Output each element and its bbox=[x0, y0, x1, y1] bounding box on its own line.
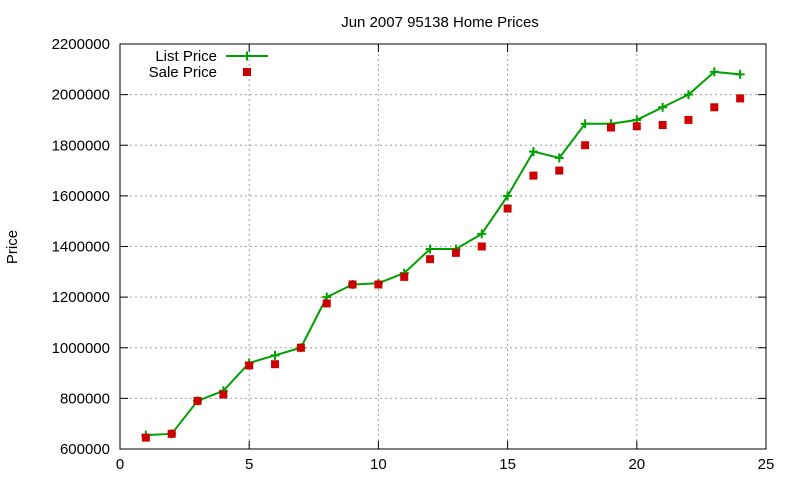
y-axis-label: Price bbox=[4, 230, 21, 264]
data-point bbox=[606, 123, 615, 132]
y-tick-label: 600000 bbox=[60, 441, 110, 458]
x-tick-label: 10 bbox=[370, 456, 387, 473]
data-point bbox=[555, 166, 564, 175]
data-point bbox=[477, 242, 486, 251]
legend-marker bbox=[243, 68, 251, 76]
data-point bbox=[271, 360, 280, 369]
data-point bbox=[529, 171, 538, 180]
plot-area bbox=[141, 67, 745, 442]
y-tick-label: 800000 bbox=[60, 390, 110, 407]
y-tick-label: 1600000 bbox=[52, 188, 110, 205]
data-point bbox=[219, 390, 228, 399]
legend-label: Sale Price bbox=[149, 64, 217, 81]
data-point bbox=[322, 299, 331, 308]
series-line bbox=[145, 70, 741, 437]
data-point bbox=[374, 280, 383, 289]
axis-ticks: 0 5 10 15 20 25 600000 800000 1000000 1200000 1400… bbox=[52, 36, 775, 473]
x-tick-label: 5 bbox=[245, 456, 253, 473]
data-point bbox=[581, 141, 590, 150]
data-point bbox=[709, 67, 719, 77]
x-tick-label: 25 bbox=[758, 456, 775, 473]
data-point bbox=[632, 122, 641, 131]
data-point bbox=[193, 396, 202, 405]
data-point bbox=[710, 103, 719, 112]
data-point bbox=[270, 350, 280, 360]
y-tick-label: 1000000 bbox=[52, 340, 110, 357]
data-point bbox=[683, 90, 693, 100]
data-point bbox=[245, 361, 254, 370]
legend-label: List Price bbox=[155, 48, 217, 65]
y-tick-label: 2200000 bbox=[52, 36, 110, 53]
data-point bbox=[554, 153, 564, 163]
data-point bbox=[167, 429, 176, 438]
data-point bbox=[735, 69, 745, 79]
data-point bbox=[580, 119, 590, 129]
x-tick-label: 0 bbox=[116, 456, 124, 473]
data-point bbox=[528, 147, 538, 157]
y-tick-label: 1400000 bbox=[52, 239, 110, 256]
data-point bbox=[736, 94, 745, 103]
data-point bbox=[477, 229, 487, 239]
chart-title: Jun 2007 95138 Home Prices bbox=[341, 14, 539, 31]
y-tick-label: 1800000 bbox=[52, 137, 110, 154]
series-sale-price bbox=[141, 94, 745, 442]
legend-marker bbox=[242, 51, 252, 61]
data-point bbox=[658, 102, 668, 112]
data-point bbox=[658, 121, 667, 129]
data-point bbox=[684, 115, 693, 124]
y-tick-label: 2000000 bbox=[52, 87, 110, 104]
x-tick-label: 20 bbox=[628, 456, 645, 473]
data-point bbox=[451, 248, 460, 257]
series-list-price bbox=[141, 67, 745, 440]
data-point bbox=[296, 343, 305, 352]
y-tick-label: 1200000 bbox=[52, 289, 110, 306]
data-point bbox=[426, 255, 435, 264]
x-tick-label: 15 bbox=[499, 456, 516, 473]
data-point bbox=[348, 280, 357, 289]
data-point bbox=[400, 272, 409, 281]
data-point bbox=[141, 433, 150, 442]
data-point bbox=[503, 204, 512, 213]
data-point bbox=[425, 244, 435, 254]
data-point bbox=[503, 191, 513, 201]
